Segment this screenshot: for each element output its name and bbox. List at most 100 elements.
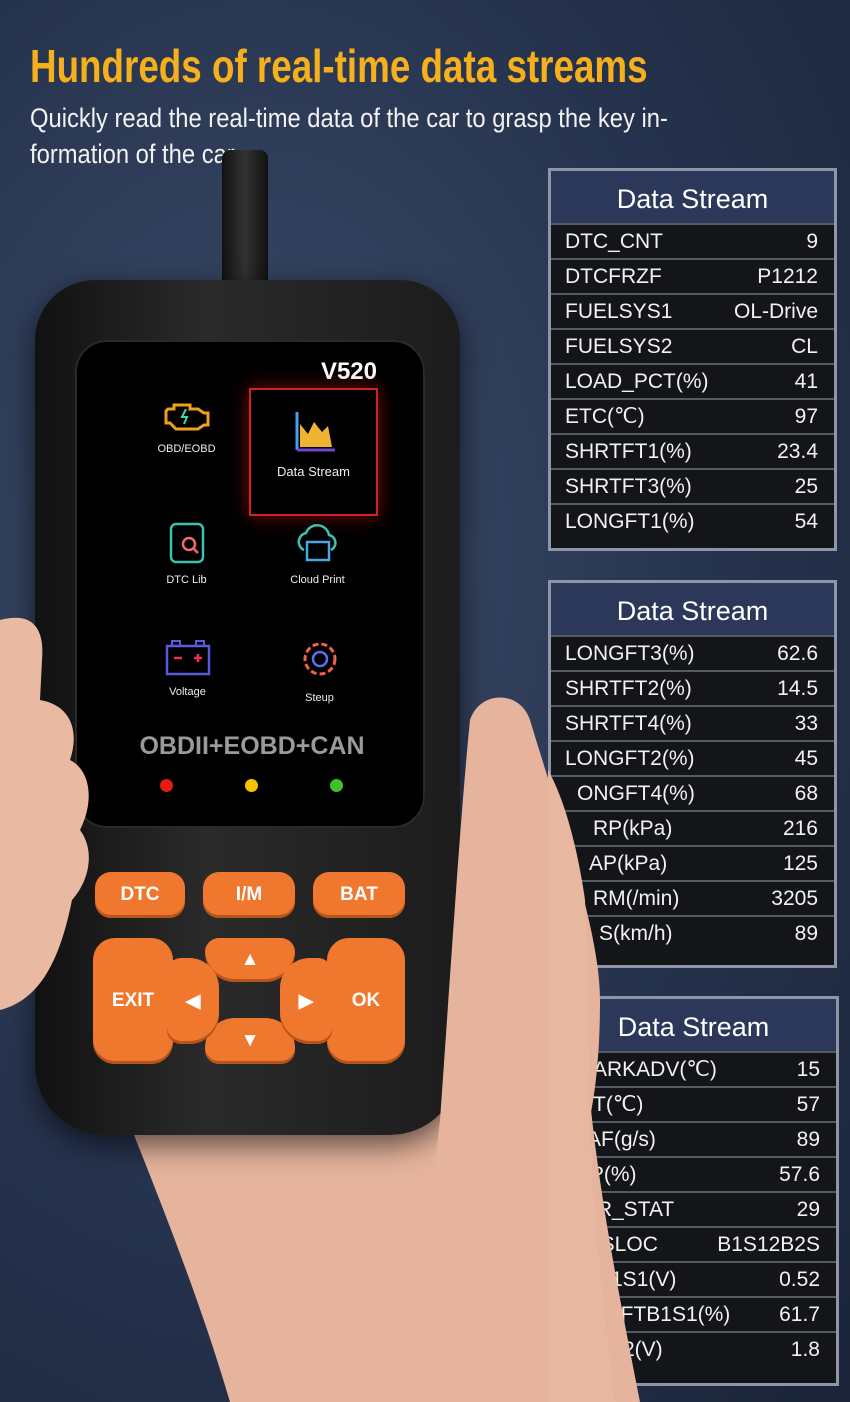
left-button[interactable]: ◀ bbox=[167, 958, 219, 1044]
table-row: S(km/h) 89 bbox=[551, 915, 834, 950]
param-value: 89 bbox=[794, 921, 818, 945]
table-title: Data Stream bbox=[551, 171, 834, 223]
param-value: B1S12B2S bbox=[717, 1232, 820, 1256]
param-name: T(℃) bbox=[593, 1093, 644, 1116]
table-row: SHRTFT4(%) 33 bbox=[551, 705, 834, 740]
ok-button[interactable]: OK bbox=[327, 938, 405, 1064]
param-name: SHRTFT2(%) bbox=[565, 676, 692, 700]
cloud-print-icon bbox=[297, 524, 337, 562]
param-name: FUELSYS1 bbox=[565, 299, 673, 323]
param-value: 0.52 bbox=[779, 1267, 820, 1291]
table-row: FUELSYS1 OL-Drive bbox=[551, 293, 834, 328]
table-row: RTFTB1S1(%) 61.7 bbox=[551, 1296, 836, 1331]
param-value: 89 bbox=[796, 1127, 820, 1151]
bat-button[interactable]: BAT bbox=[313, 872, 405, 918]
chart-icon bbox=[295, 412, 335, 452]
param-name: ONGFT4(%) bbox=[577, 781, 695, 805]
menu-setup[interactable]: Steup bbox=[257, 636, 382, 746]
menu-voltage[interactable]: Voltage bbox=[125, 638, 250, 748]
table-row: ONGFT4(%) 68 bbox=[551, 775, 834, 810]
param-name: FUELSYS2 bbox=[565, 334, 673, 358]
param-value: 57.6 bbox=[779, 1162, 820, 1186]
param-value: 23.4 bbox=[777, 439, 818, 463]
table-row: LONGFT2(%) 45 bbox=[551, 740, 834, 775]
param-name: DTCFRZF bbox=[565, 264, 662, 288]
param-name: DTC_CNT bbox=[565, 229, 663, 253]
battery-icon bbox=[165, 640, 210, 676]
param-name: LOAD_PCT(%) bbox=[565, 369, 709, 393]
im-button[interactable]: I/M bbox=[203, 872, 295, 918]
table-row: ETC(℃) 97 bbox=[551, 398, 834, 433]
table-row: DTC_CNT 9 bbox=[551, 223, 834, 258]
arrow-right-icon: ▶ bbox=[298, 990, 314, 1012]
menu-obd-eobd[interactable]: OBD/EOBD bbox=[124, 397, 249, 507]
table-row: DTCFRZF P1212 bbox=[551, 258, 834, 293]
menu-label: Steup bbox=[305, 692, 334, 704]
protocol-label: OBDII+EOBD+CAN bbox=[139, 732, 365, 760]
param-value: 57 bbox=[796, 1092, 820, 1116]
param-name: RTFTB1S1(%) bbox=[593, 1302, 731, 1326]
data-stream-table-1: Data Stream DTC_CNT 9 DTCFRZF P1212 FUELSYS1 O… bbox=[548, 168, 837, 551]
param-name: ETC(℃) bbox=[565, 405, 645, 428]
subheadline: Quickly read the real-time data of the c… bbox=[30, 103, 668, 169]
param-value: 216 bbox=[782, 816, 818, 840]
param-value: 61.7 bbox=[779, 1302, 820, 1326]
arrow-down-icon: ▼ bbox=[240, 1030, 260, 1051]
param-value: 97 bbox=[794, 404, 818, 428]
param-value: 25 bbox=[794, 474, 818, 498]
table-row: T(℃) 57 bbox=[551, 1086, 836, 1121]
param-value: 62.6 bbox=[777, 641, 818, 665]
yellow-led bbox=[245, 779, 258, 792]
table-row: RM(/min) 3205 bbox=[551, 880, 834, 915]
cable bbox=[222, 150, 268, 300]
param-value: 33 bbox=[794, 711, 818, 735]
right-button[interactable]: ▶ bbox=[280, 958, 332, 1044]
param-name: RM(/min) bbox=[593, 886, 680, 910]
menu-label: Cloud Print bbox=[290, 574, 345, 586]
param-value: CL bbox=[791, 334, 818, 358]
param-value: 45 bbox=[794, 746, 818, 770]
param-name: S(km/h) bbox=[599, 921, 673, 945]
param-value: 9 bbox=[806, 229, 818, 253]
param-value: OL-Drive bbox=[733, 299, 818, 323]
param-value: 68 bbox=[794, 781, 818, 805]
menu-label: DTC Lib bbox=[166, 574, 207, 586]
green-led bbox=[330, 779, 343, 792]
device-screen: V520 OBD/EOBD Data Stream DTC Lib Cloud … bbox=[75, 340, 425, 828]
menu-dtc-lib[interactable]: DTC Lib bbox=[124, 522, 249, 632]
param-value: 15 bbox=[796, 1057, 820, 1081]
headline: Hundreds of real-time data streams bbox=[30, 40, 648, 92]
up-button[interactable]: ▲ bbox=[205, 938, 295, 982]
table-row: SHRTFT3(%) 25 bbox=[551, 468, 834, 503]
table-row: LOAD_PCT(%) 41 bbox=[551, 363, 834, 398]
param-name: LONGFT2(%) bbox=[565, 746, 695, 770]
param-name: LONGFT3(%) bbox=[565, 641, 695, 665]
param-name: SHRTFT3(%) bbox=[565, 474, 692, 498]
param-value: 41 bbox=[794, 369, 818, 393]
param-name: AF(g/s) bbox=[587, 1127, 656, 1151]
param-value: 29 bbox=[796, 1197, 820, 1221]
param-value: 1.8 bbox=[790, 1337, 820, 1361]
param-name: LONGFT1(%) bbox=[565, 509, 695, 533]
menu-label: OBD/EOBD bbox=[157, 443, 216, 455]
param-name: RP(kPa) bbox=[593, 816, 673, 840]
table-row: AF(g/s) 89 bbox=[551, 1121, 836, 1156]
red-led bbox=[160, 779, 173, 792]
table-row: SHRTFT1(%) 23.4 bbox=[551, 433, 834, 468]
menu-cloud-print[interactable]: Cloud Print bbox=[255, 522, 380, 632]
param-value: P1212 bbox=[757, 264, 818, 288]
arrow-left-icon: ◀ bbox=[185, 990, 201, 1012]
param-name: SHRTFT4(%) bbox=[565, 711, 692, 735]
menu-data-stream[interactable]: Data Stream bbox=[249, 388, 378, 516]
model-label: V520 bbox=[320, 358, 377, 385]
exit-button[interactable]: EXIT bbox=[93, 938, 173, 1064]
down-button[interactable]: ▼ bbox=[205, 1018, 295, 1064]
document-search-icon bbox=[169, 522, 204, 564]
dtc-button[interactable]: DTC bbox=[95, 872, 185, 918]
param-name: SHRTFT1(%) bbox=[565, 439, 692, 463]
gear-icon bbox=[303, 642, 336, 676]
arrow-up-icon: ▲ bbox=[240, 949, 260, 970]
param-value: 125 bbox=[782, 851, 818, 875]
param-value: 54 bbox=[794, 509, 818, 533]
